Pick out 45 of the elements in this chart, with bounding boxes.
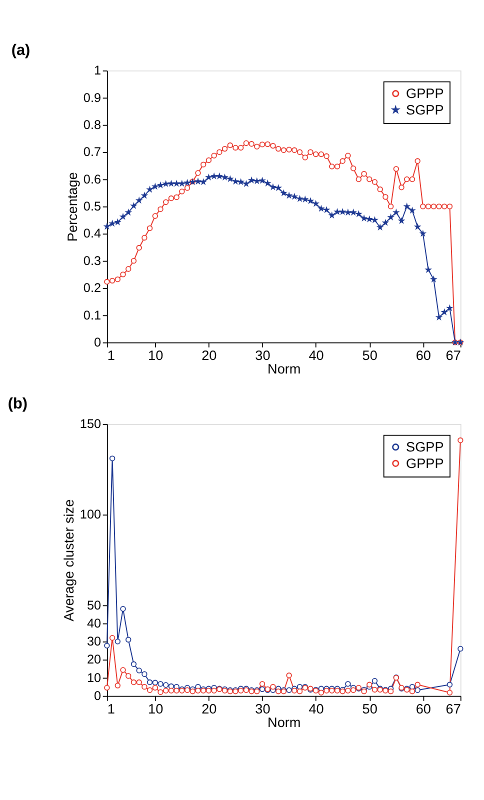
x-tick-label: 1	[107, 348, 115, 364]
x-tick-label: 30	[255, 348, 271, 364]
x-tick-label: 10	[148, 348, 164, 364]
y-axis-title: Percentage	[65, 172, 80, 242]
x-tick-label: 20	[202, 702, 218, 717]
y-tick-label: 0.4	[83, 226, 102, 241]
x-tick-label: 40	[308, 702, 324, 717]
y-tick-label: 0.9	[83, 90, 102, 105]
x-tick-label: 10	[148, 702, 164, 717]
y-tick-label: 30	[86, 634, 102, 649]
x-tick-label: 50	[362, 348, 378, 364]
y-tick-label: 0	[94, 688, 102, 703]
x-tick-label: 67	[446, 702, 461, 717]
y-tick-label: 0.1	[83, 308, 102, 322]
y-tick-label: 0.8	[83, 118, 102, 132]
x-tick-label: 67	[446, 348, 461, 364]
y-tick-label: 0.7	[83, 145, 102, 160]
legend-label: GPPP	[406, 456, 444, 471]
y-tick-label: 0.2	[83, 281, 102, 296]
y-tick-label: 0.6	[83, 172, 102, 186]
x-axis-title: Norm	[268, 715, 301, 730]
y-tick-label: 40	[86, 616, 102, 630]
x-tick-label: 50	[362, 702, 378, 717]
x-tick-label: 40	[308, 348, 324, 364]
y-tick-label: 0.5	[83, 200, 102, 214]
chart-title: (a)	[11, 42, 30, 60]
chart-title: (b)	[8, 396, 28, 413]
x-tick-label: 30	[255, 702, 271, 717]
y-tick-label: 100	[80, 508, 102, 522]
legend-label: GPPP	[406, 86, 444, 102]
x-tick-label: 60	[416, 348, 432, 364]
y-tick-label: 0	[94, 335, 102, 350]
y-tick-label: 1	[94, 64, 102, 78]
y-tick-label: 50	[86, 598, 102, 612]
y-tick-label: 10	[86, 670, 102, 685]
y-tick-label: 20	[86, 652, 102, 667]
x-axis-title: Norm	[268, 362, 301, 377]
legend-label: SGPP	[406, 440, 444, 455]
y-tick-label: 150	[80, 417, 102, 432]
y-axis-title: Average cluster size	[62, 499, 77, 622]
x-tick-label: 60	[416, 702, 432, 717]
x-tick-label: 20	[202, 348, 218, 364]
x-tick-label: 1	[107, 702, 115, 717]
legend-label: SGPP	[406, 102, 444, 118]
y-tick-label: 0.3	[83, 254, 102, 268]
